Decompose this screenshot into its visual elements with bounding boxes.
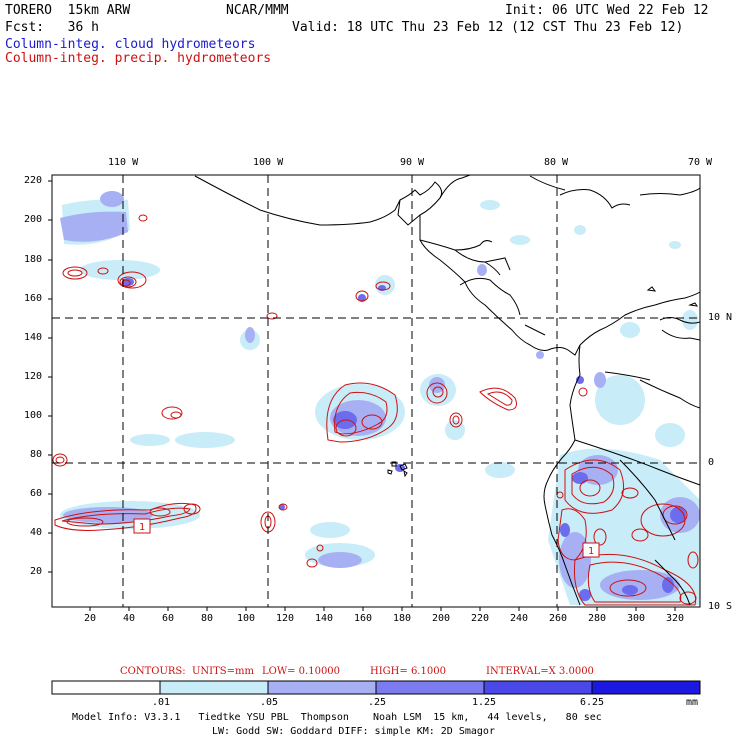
colorbar-threshold: 1.25 [472, 697, 497, 708]
org-label: NCAR/MMM [226, 3, 289, 18]
y-tick-label: 220 [24, 175, 43, 186]
y-tick-label: 60 [30, 488, 43, 499]
y-tick-label: 180 [24, 254, 43, 265]
x-tick-label: 140 [315, 613, 334, 624]
contour-label-box-2: 1 [582, 542, 600, 558]
x-tick-label: 100 [237, 613, 256, 624]
y-tick-label: 40 [30, 527, 43, 538]
lon-label: 80 W [544, 157, 569, 168]
x-tick-label: 60 [162, 613, 175, 624]
x-tick-label: 200 [432, 613, 451, 624]
x-tick-label: 280 [588, 613, 607, 624]
y-tick-label: 140 [24, 332, 43, 343]
lat-label: 0 [708, 457, 715, 468]
y-tick-label: 20 [30, 566, 43, 577]
colorbar-bin-1 [160, 681, 268, 694]
x-tick-label: 220 [471, 613, 490, 624]
colorbar-bin-0 [51, 680, 161, 695]
lon-label: 70 W [688, 157, 713, 168]
cloud-fill-high [122, 278, 686, 601]
colorbar-bin-3 [376, 681, 484, 694]
valid-time: Valid: 18 UTC Thu 23 Feb 12 (12 CST Thu … [292, 20, 684, 35]
x-tick-label: 80 [201, 613, 214, 624]
y-tick-label: 100 [24, 410, 43, 421]
colorbar-bin-5 [592, 681, 700, 694]
x-tick-label: 120 [276, 613, 295, 624]
colorbar-bin-4 [484, 681, 592, 694]
contour-info-high: HIGH= 6.1000 [370, 666, 446, 677]
x-tick-label: 240 [510, 613, 529, 624]
map-frame [51, 174, 701, 608]
y-tick-label: 160 [24, 293, 43, 304]
x-tick-label: 40 [123, 613, 136, 624]
y-tick-label: 120 [24, 371, 43, 382]
lon-label: 90 W [400, 157, 425, 168]
colorbar-threshold: .01 [152, 697, 171, 708]
contour-label: 1 [139, 522, 145, 533]
x-tick-label: 320 [666, 613, 685, 624]
lat-label: 10 S [708, 601, 733, 612]
x-tick-label: 180 [393, 613, 412, 624]
contour-label: 1 [588, 546, 594, 557]
colorbar [51, 680, 701, 695]
y-tick-label: 200 [24, 214, 43, 225]
x-tick-label: 20 [84, 613, 97, 624]
latlon-grid [52, 175, 700, 607]
contour-label-box-1: 1 [133, 518, 151, 534]
init-time: Init: 06 UTC Wed 22 Feb 12 [505, 3, 709, 18]
model-title: TORERO 15km ARW [5, 3, 131, 18]
forecast-hour: Fcst: 36 h [5, 20, 99, 35]
colorbar-threshold: .25 [368, 697, 387, 708]
lon-label: 110 W [108, 157, 139, 168]
colorbar-threshold: 6.25 [580, 697, 605, 708]
model-info: Model Info: V3.3.1 Tiedtke YSU PBL Thomp… [72, 712, 602, 723]
cloud-field-label: Column-integ. cloud hydrometeors [5, 37, 256, 52]
x-tick-label: 260 [549, 613, 568, 624]
model-physics: LW: Godd SW: Goddard DIFF: simple KM: 2D… [212, 726, 495, 737]
lat-label: 10 N [708, 312, 733, 323]
x-tick-label: 300 [627, 613, 646, 624]
lon-label: 100 W [253, 157, 284, 168]
colorbar-threshold: .05 [260, 697, 279, 708]
x-tick-label: 160 [354, 613, 373, 624]
y-tick-label: 80 [30, 449, 43, 460]
contour-info-units: UNITS=mm [192, 666, 254, 677]
contour-info-low: LOW= 0.10000 [262, 666, 341, 677]
precip-field-label: Column-integ. precip. hydrometeors [5, 51, 272, 66]
contour-info-interval: INTERVAL=X 3.0000 [486, 666, 594, 677]
colorbar-unit: mm [686, 697, 699, 708]
colorbar-bin-2 [268, 681, 376, 694]
contour-info-label: CONTOURS: [120, 666, 186, 677]
axis-ticks [48, 180, 676, 611]
